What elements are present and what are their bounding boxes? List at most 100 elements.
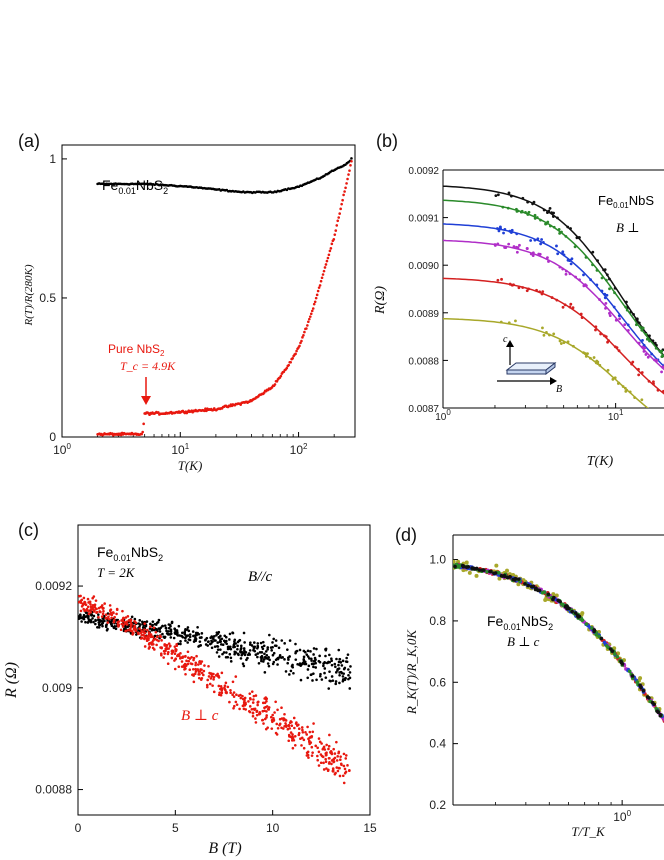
panel-b-point-red [569,302,573,306]
panel-b-point-blue [605,293,609,297]
panel-b-point-black [546,211,549,214]
panel-c-point-bpar [296,662,299,666]
panel-a-point-purenbs2 [324,263,328,266]
panel-c-point-bpar [101,624,104,628]
panel-c-point-bperp [109,608,112,612]
panel-b-point-red [656,388,660,392]
panel-b-point-olive [592,356,596,359]
panel-c-point-bperp [332,747,335,751]
panel-b-label: (b) [376,131,398,151]
panel-b-point-olive [545,331,548,334]
panel-c-point-bperp [195,654,198,658]
panel-b-inset-c: c [503,334,508,345]
panel-c-point-bpar [192,634,195,638]
panel-c-point-bperp [254,717,257,720]
panel-c-point-bperp [192,656,196,660]
panel-c-point-bperp [138,627,141,630]
panel-c-point-bperp [173,659,176,662]
panel-c-point-bperp [146,628,149,632]
panel-c-point-bperp [196,663,200,666]
panel-c-point-bperp [317,750,321,754]
panel-b-point-magenta [644,353,648,356]
panel-c-point-bpar [272,637,276,641]
panel-c-point-bpar [183,630,187,633]
panel-c-point-bperp [194,661,198,665]
panel-c-point-bperp [234,700,238,704]
panel-c-point-bpar [215,651,219,654]
panel-a-point-purenbs2 [328,249,332,253]
panel-c-point-bperp [197,676,201,680]
panel-c-point-bperp [276,726,280,730]
panel-c-point-bpar [224,656,228,659]
panel-c-point-bpar [214,639,217,642]
panel-c-point-bpar [126,625,130,629]
panel-c-point-bperp [307,756,310,759]
panel-c-point-bperp [331,758,335,762]
panel-b-point-green [600,276,604,280]
panel-c-point-bperp [206,678,209,682]
panel-c-point-bpar [173,632,177,635]
panel-a-point-purenbs2 [318,284,322,287]
panel-c-point-bperp [297,727,301,731]
panel-c-point-bperp [218,691,221,695]
panel-c-point-bperp [127,619,131,622]
panel-c-point-bperp [87,612,91,616]
panel-c-point-bperp [101,607,105,610]
panel-c-point-bperp [305,754,309,757]
panel-c-point-bperp [328,760,331,764]
panel-b-point-blue [589,278,593,282]
panel-c-point-bperp [147,636,150,640]
panel-c-point-bpar [284,670,288,673]
panel-b-point-blue [641,339,644,342]
panel-a-xtick-label-0: 100 [53,442,71,457]
panel-d-point-black [564,604,569,609]
panel-c-point-bpar [278,656,281,659]
panel-d-point-black [630,674,635,678]
panel-b-point-olive [640,398,644,402]
panel-c-point-bpar [215,633,218,637]
panel-c-point-bperp [173,645,177,648]
panel-d-point-black [573,611,578,615]
panel-c-point-bperp [180,660,184,663]
panel-a-point-purenbs2 [343,190,346,193]
panel-c-point-bperp [247,700,250,703]
panel-a-point-purenbs2 [335,224,339,227]
panel-c-point-bpar [261,640,265,644]
panel-b-point-green [659,349,663,353]
panel-c-point-bpar [302,658,306,661]
panel-c-point-bperp [95,607,98,611]
panel-c-point-bpar [243,641,246,644]
panel-c-point-bperp [170,656,174,660]
panel-b-point-green [557,228,561,231]
panel-b-point-black [509,194,513,198]
panel-a-point-purenbs2 [315,293,319,297]
panel-c-point-bpar [289,669,293,673]
panel-b-point-green [548,224,552,228]
panel-c-point-bpar [249,641,252,644]
panel-c-point-bpar [267,656,270,659]
panel-b-point-red [599,332,603,336]
panel-b-point-red [640,371,644,374]
panel-c-point-bperp [284,725,288,728]
panel-c-point-bpar [105,629,109,632]
panel-c-point-bpar [266,646,270,649]
panel-c-point-bperp [173,652,177,655]
panel-c-point-bpar [271,646,274,649]
panel-c-point-bpar [307,664,311,668]
panel-b-point-black [551,215,555,218]
panel-c-point-bpar [324,654,327,658]
panel-c-point-bperp [316,758,320,762]
panel-b-point-black [605,273,609,277]
panel-c-point-bperp [203,664,206,667]
panel-b-point-blue [600,289,604,293]
panel-b-point-red [496,278,500,282]
panel-b-point-green [640,328,644,332]
panel-c-point-bpar [221,652,224,656]
panel-d-xlabel: T/T_K [571,824,606,839]
panel-c-point-bperp [97,615,100,619]
panel-c-point-bpar [349,665,352,668]
panel-b-ytick-label-5: 0.0092 [408,166,439,177]
panel-c-point-bpar [326,661,330,665]
panel-c-point-bpar [163,635,167,639]
panel-c-point-bperp [148,632,151,635]
